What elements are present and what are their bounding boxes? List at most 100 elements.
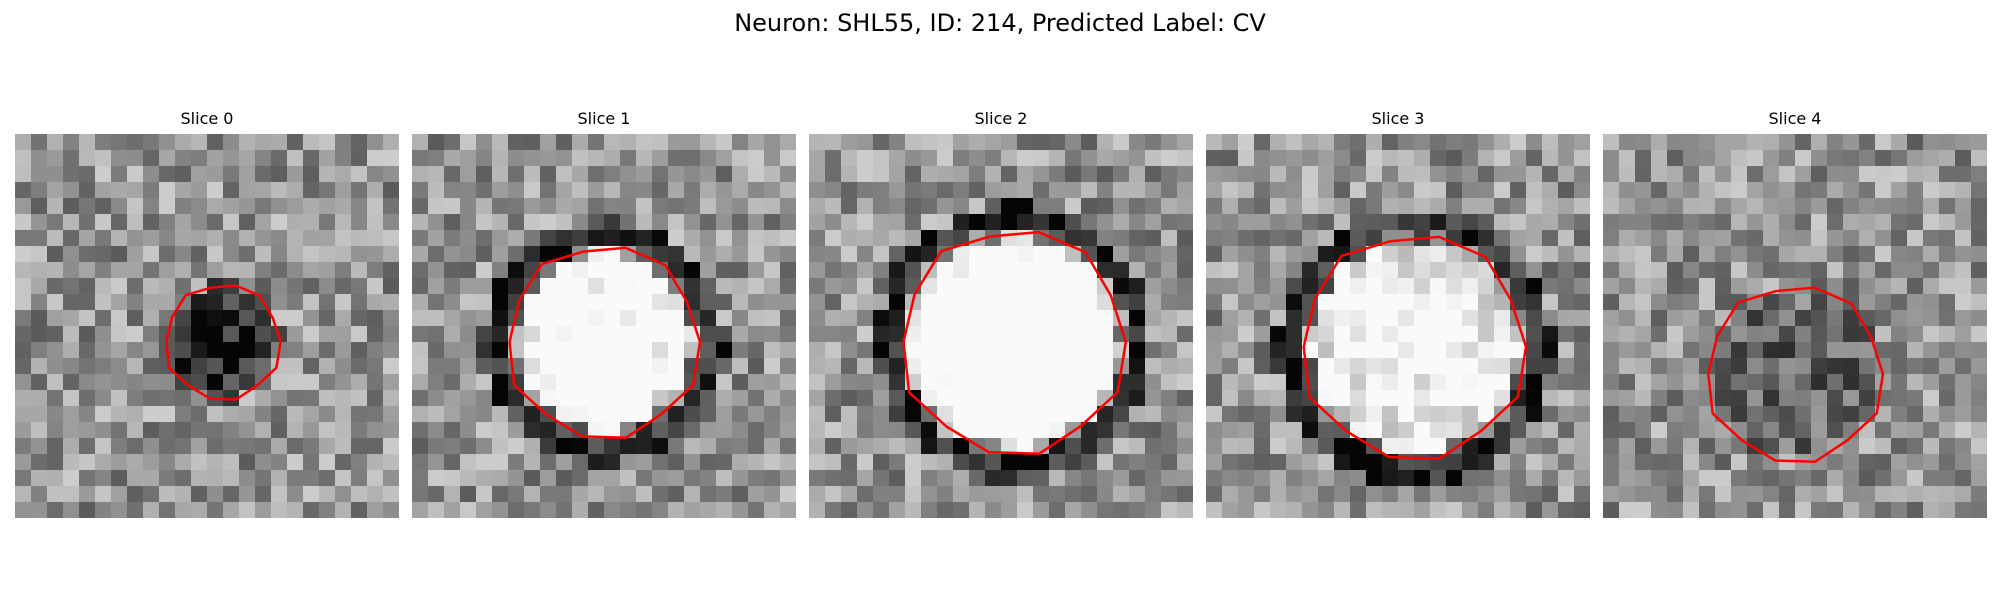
image-pixel (1747, 182, 1764, 199)
image-pixel (1097, 182, 1114, 199)
image-pixel (764, 278, 781, 295)
image-pixel (889, 406, 906, 423)
image-pixel (748, 166, 765, 183)
image-pixel (351, 470, 368, 487)
image-pixel (63, 438, 80, 455)
image-pixel (540, 134, 557, 151)
image-pixel (412, 438, 429, 455)
image-pixel (1875, 166, 1892, 183)
image-pixel (1097, 422, 1114, 439)
image-pixel (953, 486, 970, 503)
image-pixel (1542, 358, 1559, 375)
image-pixel (508, 470, 525, 487)
image-pixel (1414, 294, 1431, 311)
image-pixel (1923, 358, 1940, 375)
image-pixel (271, 214, 288, 231)
image-pixel (1955, 166, 1972, 183)
image-pixel (1763, 166, 1780, 183)
image-pixel (1939, 182, 1956, 199)
image-pixel (143, 486, 160, 503)
image-pixel (540, 486, 557, 503)
image-pixel (841, 502, 858, 518)
image-pixel (1286, 390, 1303, 407)
image-pixel (1177, 182, 1193, 199)
image-pixel (63, 326, 80, 343)
image-pixel (492, 406, 509, 423)
image-pixel (620, 342, 637, 359)
image-pixel (31, 310, 48, 327)
image-pixel (1683, 294, 1700, 311)
image-pixel (1923, 454, 1940, 471)
image-pixel (1065, 134, 1082, 151)
image-pixel (556, 454, 573, 471)
image-pixel (1129, 310, 1146, 327)
image-pixel (1302, 166, 1319, 183)
image-pixel (127, 150, 144, 167)
image-pixel (1827, 230, 1844, 247)
image-pixel (191, 230, 208, 247)
image-pixel (953, 374, 970, 391)
image-pixel (492, 326, 509, 343)
image-pixel (1558, 374, 1575, 391)
image-pixel (1827, 390, 1844, 407)
image-pixel (1603, 230, 1620, 247)
image-pixel (271, 470, 288, 487)
image-pixel (1939, 502, 1956, 518)
image-pixel (524, 326, 541, 343)
image-pixel (1001, 406, 1018, 423)
image-pixel (1811, 150, 1828, 167)
image-pixel (540, 150, 557, 167)
image-pixel (588, 246, 605, 263)
image-pixel (969, 294, 986, 311)
image-pixel (780, 422, 796, 439)
image-pixel (700, 502, 717, 518)
image-pixel (1494, 214, 1511, 231)
image-pixel (1683, 342, 1700, 359)
image-pixel (351, 214, 368, 231)
image-pixel (921, 470, 938, 487)
image-pixel (159, 278, 176, 295)
image-pixel (223, 438, 240, 455)
image-pixel (319, 326, 336, 343)
image-pixel (1699, 358, 1716, 375)
image-pixel (1651, 198, 1668, 215)
image-pixel (1574, 502, 1590, 518)
image-pixel (937, 182, 954, 199)
image-pixel (684, 422, 701, 439)
image-pixel (207, 198, 224, 215)
image-pixel (1574, 230, 1590, 247)
image-pixel (1603, 422, 1620, 439)
image-pixel (1619, 310, 1636, 327)
image-pixel (1177, 454, 1193, 471)
image-pixel (1731, 374, 1748, 391)
image-pixel (1603, 214, 1620, 231)
image-pixel (1635, 486, 1652, 503)
image-pixel (1462, 342, 1479, 359)
image-pixel (111, 374, 128, 391)
image-pixel (1827, 422, 1844, 439)
image-pixel (47, 310, 64, 327)
image-pixel (1526, 182, 1543, 199)
image-pixel (1430, 470, 1447, 487)
image-pixel (1161, 374, 1178, 391)
image-pixel (1254, 374, 1271, 391)
image-pixel (476, 422, 493, 439)
image-pixel (572, 438, 589, 455)
image-pixel (1302, 198, 1319, 215)
image-pixel (905, 486, 922, 503)
image-pixel (1779, 134, 1796, 151)
image-pixel (921, 342, 938, 359)
image-pixel (191, 294, 208, 311)
image-pixel (303, 278, 320, 295)
image-pixel (841, 422, 858, 439)
image-pixel (1843, 342, 1860, 359)
image-pixel (937, 342, 954, 359)
image-pixel (1667, 262, 1684, 279)
image-pixel (1129, 134, 1146, 151)
image-pixel (1651, 438, 1668, 455)
image-pixel (1574, 422, 1590, 439)
image-pixel (1619, 278, 1636, 295)
image-pixel (1334, 198, 1351, 215)
image-pixel (668, 182, 685, 199)
image-pixel (335, 358, 352, 375)
